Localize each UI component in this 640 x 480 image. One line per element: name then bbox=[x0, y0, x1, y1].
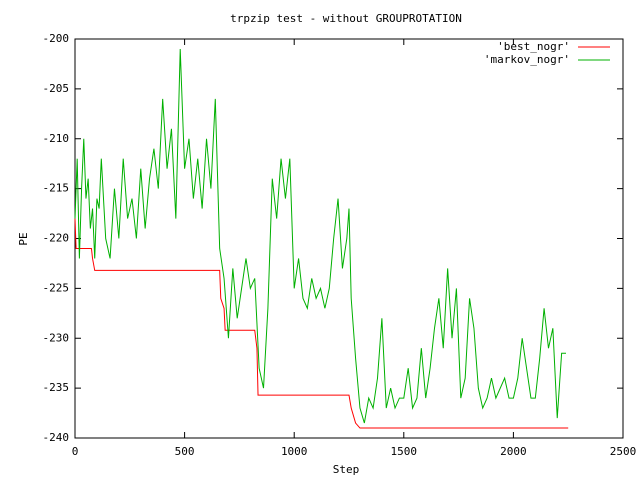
y-tick-label: -225 bbox=[43, 281, 70, 294]
y-tick-label: -230 bbox=[43, 331, 70, 344]
x-tick-label: 0 bbox=[72, 445, 79, 458]
series-line bbox=[74, 48, 567, 424]
x-axis-label: Step bbox=[333, 463, 360, 476]
x-tick-label: 2000 bbox=[500, 445, 527, 458]
y-tick-label: -210 bbox=[43, 132, 70, 145]
x-tick-label: 500 bbox=[175, 445, 195, 458]
x-tick-label: 1000 bbox=[281, 445, 308, 458]
y-axis-label: PE bbox=[17, 232, 30, 245]
y-tick-label: -215 bbox=[43, 182, 70, 195]
x-tick-label: 1500 bbox=[391, 445, 418, 458]
legend-label: 'markov_nogr' bbox=[484, 53, 570, 66]
chart-title: trpzip test - without GROUPROTATION bbox=[230, 12, 462, 25]
y-tick-label: -235 bbox=[43, 381, 70, 394]
series-line bbox=[74, 218, 569, 429]
y-tick-label: -240 bbox=[43, 431, 70, 444]
x-tick-label: 2500 bbox=[610, 445, 637, 458]
y-tick-label: -200 bbox=[43, 32, 70, 45]
legend-label: 'best_nogr' bbox=[497, 40, 570, 53]
y-tick-label: -205 bbox=[43, 82, 70, 95]
y-tick-label: -220 bbox=[43, 232, 70, 245]
